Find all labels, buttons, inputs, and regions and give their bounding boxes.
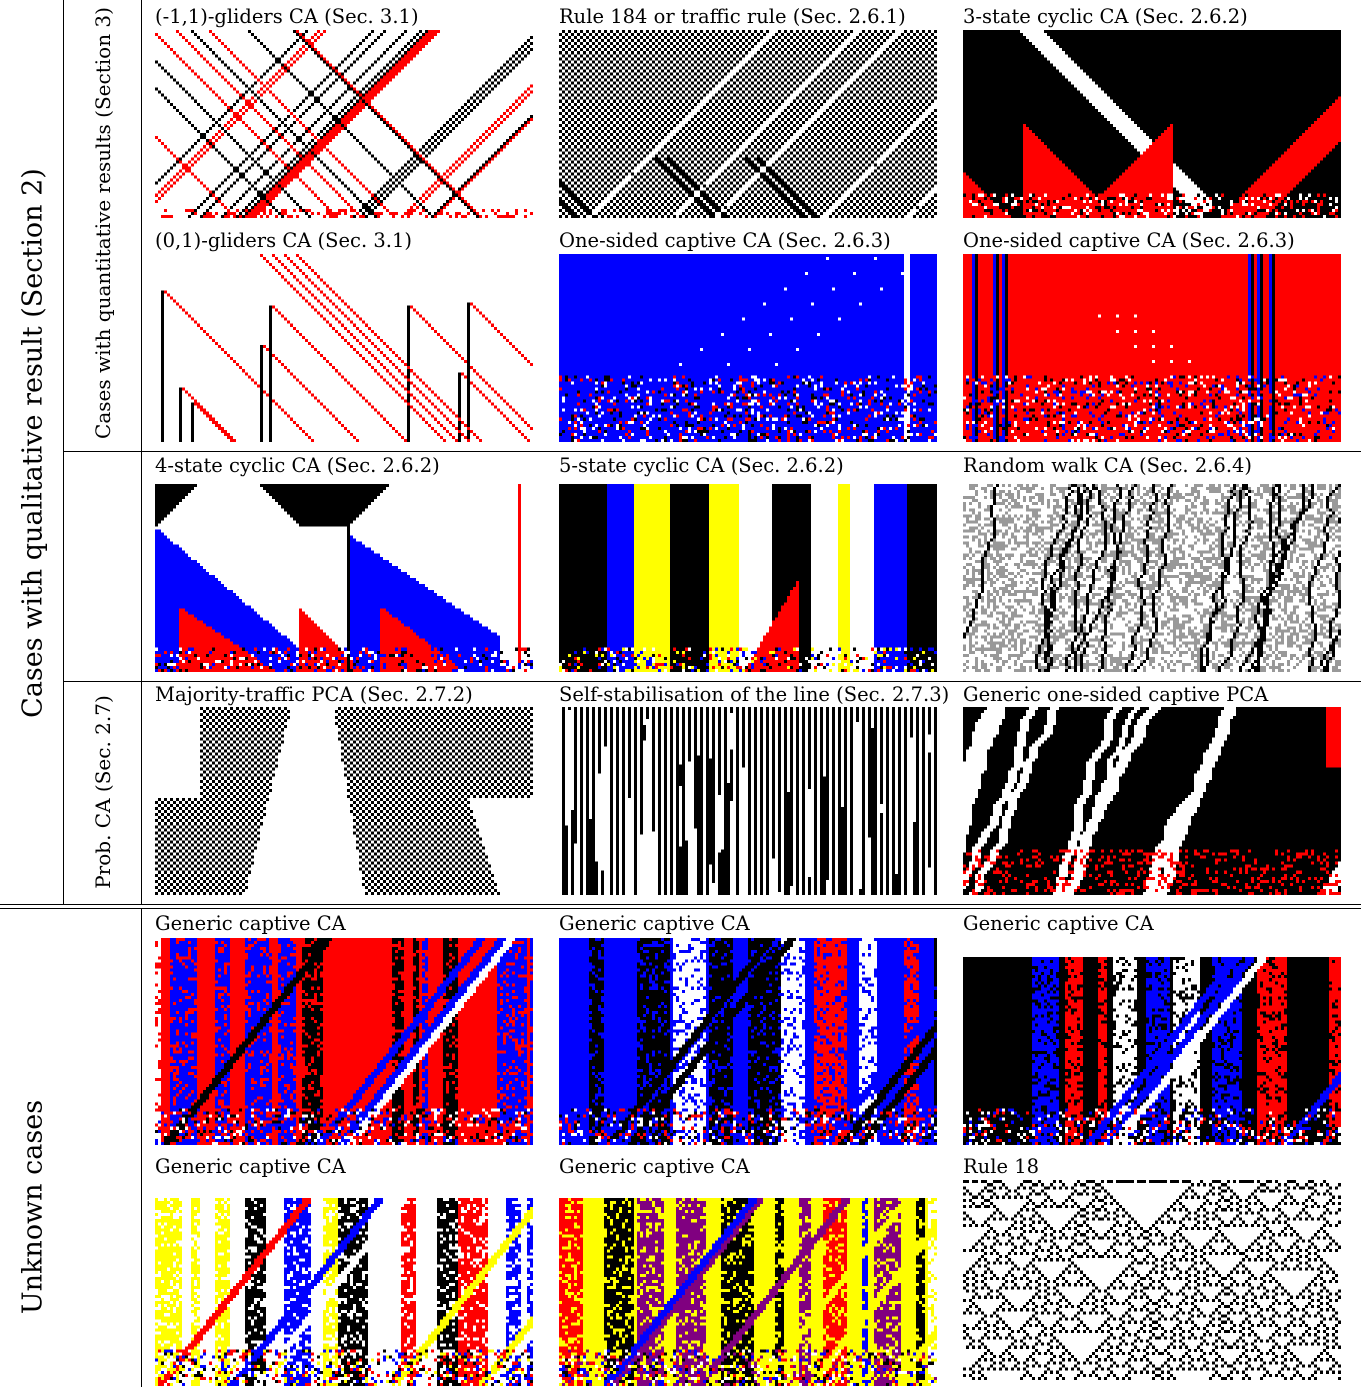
outer-divider — [63, 0, 64, 905]
ca-panel-image — [559, 484, 937, 672]
panel-title: Random walk CA (Sec. 2.6.4) — [963, 454, 1253, 477]
ca-panel-image — [559, 938, 937, 1145]
ca-panel-image — [155, 1198, 533, 1386]
section-rule-3a — [0, 904, 1361, 905]
ca-panel-image — [963, 484, 1341, 672]
inner-divider-bottom — [141, 908, 142, 1387]
panel-title: Generic captive CA — [559, 912, 750, 935]
panel-title: Generic captive CA — [963, 912, 1154, 935]
panel-title: Majority-traffic PCA (Sec. 2.7.2) — [155, 683, 473, 706]
panel-title: (-1,1)-gliders CA (Sec. 3.1) — [155, 5, 419, 28]
panel-title: 4-state cyclic CA (Sec. 2.6.2) — [155, 454, 440, 477]
panel-title: Self-stabilisation of the line (Sec. 2.7… — [559, 683, 950, 706]
panel-title: 3-state cyclic CA (Sec. 2.6.2) — [963, 5, 1248, 28]
ca-panel-image — [155, 30, 533, 218]
section-rule-1 — [63, 451, 1361, 452]
unknown-label: Unknown cases — [17, 1099, 49, 1315]
ca-panel-image — [559, 707, 937, 895]
panel-title: One-sided captive CA (Sec. 2.6.3) — [559, 229, 891, 252]
section-rule-2 — [63, 681, 1361, 682]
ca-panel-image — [963, 957, 1341, 1145]
ca-panel-image — [155, 707, 533, 895]
ca-panel-image — [559, 30, 937, 218]
panel-title: Generic one-sided captive PCA — [963, 683, 1269, 706]
panel-title: One-sided captive CA (Sec. 2.6.3) — [963, 229, 1295, 252]
inner-divider-top — [141, 0, 142, 905]
ca-panel-image — [559, 254, 937, 442]
ca-panel-image — [963, 1180, 1341, 1380]
panel-title: Rule 18 — [963, 1155, 1040, 1178]
panel-title: Generic captive CA — [155, 912, 346, 935]
panel-title: Generic captive CA — [155, 1155, 346, 1178]
qualitative-label: Cases with qualitative result (Section 2… — [17, 168, 49, 718]
quantitative-label: Cases with quantitative results (Section… — [91, 7, 115, 439]
ca-panel-image — [559, 1198, 937, 1386]
section-rule-3b — [0, 908, 1361, 909]
ca-panel-image — [963, 707, 1341, 895]
panel-title: Rule 184 or traffic rule (Sec. 2.6.1) — [559, 5, 906, 28]
panel-title: (0,1)-gliders CA (Sec. 3.1) — [155, 229, 412, 252]
ca-panel-image — [155, 938, 533, 1145]
ca-panel-image — [963, 30, 1341, 218]
panel-title: 5-state cyclic CA (Sec. 2.6.2) — [559, 454, 844, 477]
panel-title: Generic captive CA — [559, 1155, 750, 1178]
ca-panel-image — [963, 254, 1341, 442]
ca-panel-image — [155, 254, 533, 442]
probabilistic-label: Prob. CA (Sec. 2.7) — [91, 695, 115, 889]
ca-panel-image — [155, 484, 533, 672]
